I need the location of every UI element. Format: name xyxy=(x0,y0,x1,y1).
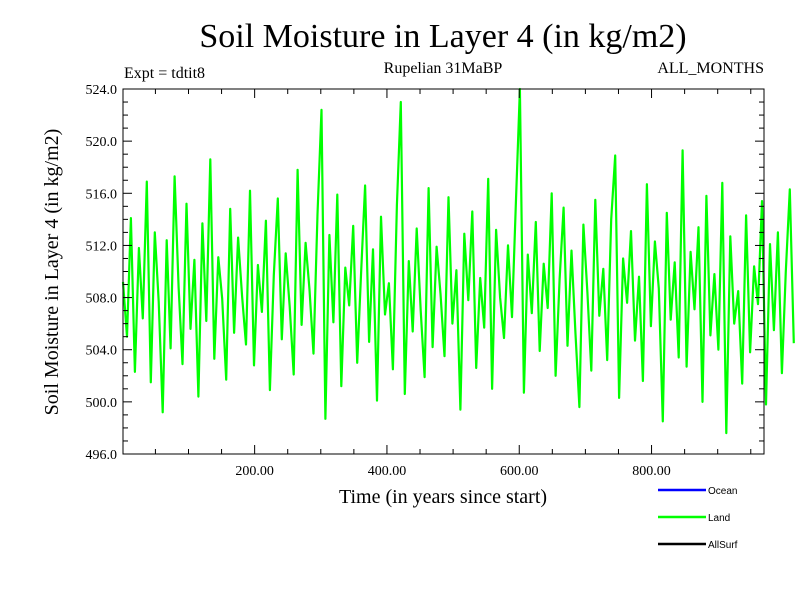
x-tick-label: 400.00 xyxy=(368,464,407,479)
chart-title: Soil Moisture in Layer 4 (in kg/m2) xyxy=(199,18,686,55)
x-tick-label: 800.00 xyxy=(632,464,671,479)
y-tick-label: 512.0 xyxy=(86,239,118,254)
legend-label-allsurf: AllSurf xyxy=(708,540,738,551)
y-tick-label: 500.0 xyxy=(86,396,118,411)
x-tick-label: 200.00 xyxy=(235,464,274,479)
y-tick-label: 524.0 xyxy=(86,83,118,98)
series-line-land xyxy=(121,87,795,435)
y-tick-label: 496.0 xyxy=(86,448,118,463)
months-label: ALL_MONTHS xyxy=(657,60,764,77)
y-tick-label: 504.0 xyxy=(86,344,118,359)
legend-label-ocean: Ocean xyxy=(708,486,737,497)
y-axis-label: Soil Moisture in Layer 4 (in kg/m2) xyxy=(41,129,63,416)
period-label: Rupelian 31MaBP xyxy=(384,60,503,77)
legend: Ocean Land AllSurf xyxy=(658,486,738,551)
y-tick-label: 516.0 xyxy=(86,187,118,202)
legend-label-land: Land xyxy=(708,513,730,524)
experiment-label: Expt = tdtit8 xyxy=(124,65,205,82)
y-tick-label: 508.0 xyxy=(86,292,118,307)
x-tick-label: 600.00 xyxy=(500,464,539,479)
y-tick-label: 520.0 xyxy=(86,135,118,150)
plot-area: 496.0 500.0 504.0 508.0 512.0 516.0 520.0 524.0… xyxy=(86,83,795,479)
x-axis-label: Time (in years since start) xyxy=(339,486,547,508)
